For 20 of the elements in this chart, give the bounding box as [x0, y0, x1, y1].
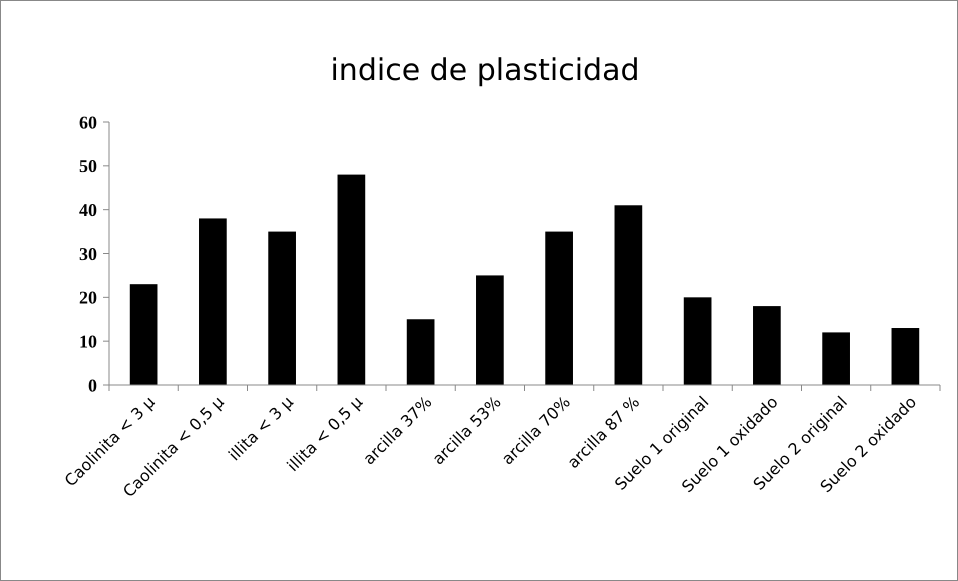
bar	[614, 205, 642, 385]
bar	[476, 275, 504, 385]
bar	[338, 174, 366, 385]
bar	[892, 328, 920, 385]
y-tick-label: 40	[79, 200, 97, 220]
bar	[199, 218, 227, 385]
bar	[753, 306, 781, 385]
chart-title: indice de plasticidad	[330, 53, 640, 88]
y-tick-label: 20	[79, 288, 97, 308]
y-tick-label: 30	[79, 244, 97, 264]
bar	[822, 332, 850, 385]
bar	[268, 232, 296, 385]
y-tick-label: 0	[88, 375, 97, 396]
bar	[684, 297, 712, 385]
y-tick-label: 50	[79, 156, 97, 176]
y-tick-label: 60	[79, 112, 97, 132]
y-tick-label: 10	[79, 331, 97, 352]
bar	[406, 319, 434, 385]
bar	[130, 284, 158, 385]
bar	[545, 232, 573, 385]
